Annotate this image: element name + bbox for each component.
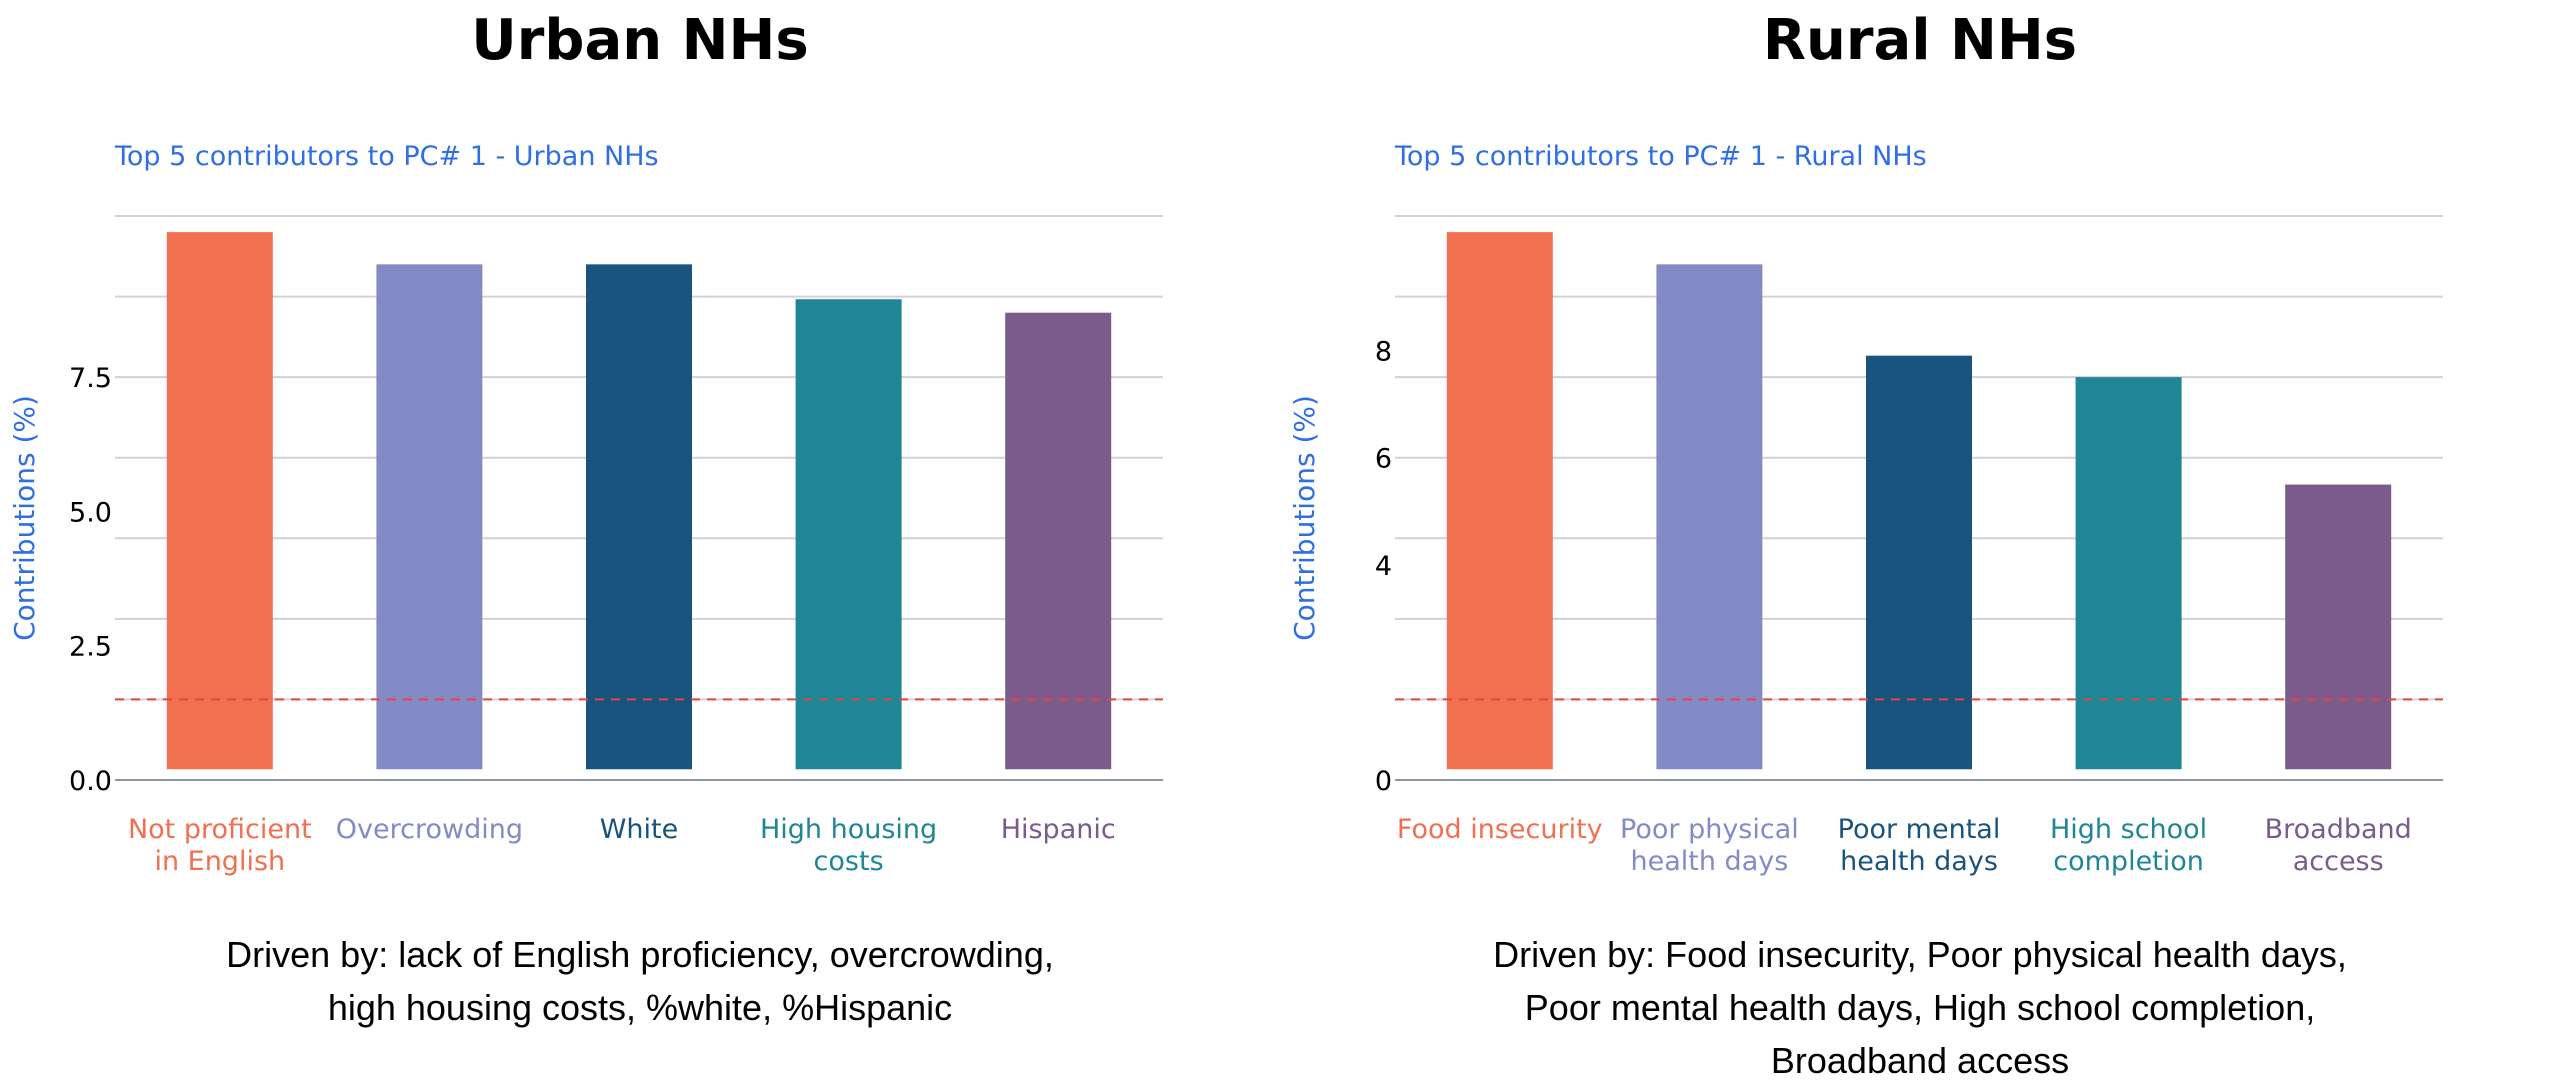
rural-category-label: Broadband xyxy=(2265,814,2412,845)
rural-category-label: Poor physical xyxy=(1620,814,1799,845)
rural-panel: Top 5 contributors to PC# 1 - Rural NHs C… xyxy=(1280,0,2560,1087)
rural-bar-1 xyxy=(1446,232,1553,770)
rural-bar-2 xyxy=(1656,264,1763,770)
urban-category-label: in English xyxy=(154,846,285,877)
rural-bar-5 xyxy=(2285,484,2392,770)
rural-y-tick-label: 8 xyxy=(1375,336,1392,367)
urban-bar-3 xyxy=(586,264,692,770)
rural-category-label: access xyxy=(2293,846,2384,877)
rural-caption-line-2: Poor mental health days, High school com… xyxy=(1524,987,2316,1028)
urban-caption: Driven by: lack of English proficiency, … xyxy=(140,928,1140,1034)
urban-bar-5 xyxy=(1005,312,1112,770)
rural-caption-line-3: Broadband access xyxy=(1770,1040,2070,1081)
urban-category-label: costs xyxy=(814,846,884,877)
urban-y-tick-label: 0.0 xyxy=(69,766,112,797)
urban-bar-chart: Top 5 contributors to PC# 1 - Urban NHs C… xyxy=(8,141,1163,877)
urban-panel-heading: Urban NHs xyxy=(471,8,809,73)
urban-y-tick-label: 2.5 xyxy=(69,632,112,663)
urban-bar-1 xyxy=(166,232,273,770)
urban-caption-line-2: high housing costs, %white, %Hispanic xyxy=(327,987,953,1028)
rural-chart-title: Top 5 contributors to PC# 1 - Rural NHs xyxy=(1394,141,1927,172)
rural-category-label: Food insecurity xyxy=(1397,814,1603,845)
rural-bar-4 xyxy=(2075,377,2182,770)
urban-caption-line-1: Driven by: lack of English proficiency, … xyxy=(226,934,1054,975)
urban-category-label: Hispanic xyxy=(1001,814,1116,845)
urban-category-label: White xyxy=(600,814,679,845)
rural-y-tick-label: 4 xyxy=(1375,551,1392,582)
urban-y-tick-label: 7.5 xyxy=(69,363,112,394)
rural-y-tick-label: 6 xyxy=(1375,444,1392,475)
rural-category-label: High school xyxy=(2050,814,2207,845)
rural-caption-line-1: Driven by: Food insecurity, Poor physica… xyxy=(1493,934,2347,975)
urban-category-label: Overcrowding xyxy=(336,814,523,845)
urban-y-axis-label: Contributions (%) xyxy=(8,395,41,641)
rural-bar-3 xyxy=(1866,355,1972,770)
urban-category-label: Not proficient xyxy=(128,814,312,845)
urban-y-tick-label: 5.0 xyxy=(69,497,112,528)
rural-category-label: completion xyxy=(2053,846,2204,877)
rural-y-axis-label: Contributions (%) xyxy=(1288,395,1321,641)
rural-bar-chart: Top 5 contributors to PC# 1 - Rural NHs C… xyxy=(1288,141,2443,877)
urban-panel: Top 5 contributors to PC# 1 - Urban NHs C… xyxy=(8,8,1163,1034)
rural-category-label: health days xyxy=(1840,846,1998,877)
rural-category-label: health days xyxy=(1631,846,1789,877)
urban-chart-title: Top 5 contributors to PC# 1 - Urban NHs xyxy=(114,141,659,172)
rural-category-label: Poor mental xyxy=(1838,814,2001,845)
urban-category-label: High housing xyxy=(760,814,937,845)
rural-panel-heading: Rural NHs xyxy=(1762,8,2078,73)
rural-y-tick-label: 0 xyxy=(1375,766,1392,797)
rural-caption: Driven by: Food insecurity, Poor physica… xyxy=(1420,928,2420,1087)
urban-bar-2 xyxy=(376,264,483,770)
urban-bar-4 xyxy=(795,299,902,770)
